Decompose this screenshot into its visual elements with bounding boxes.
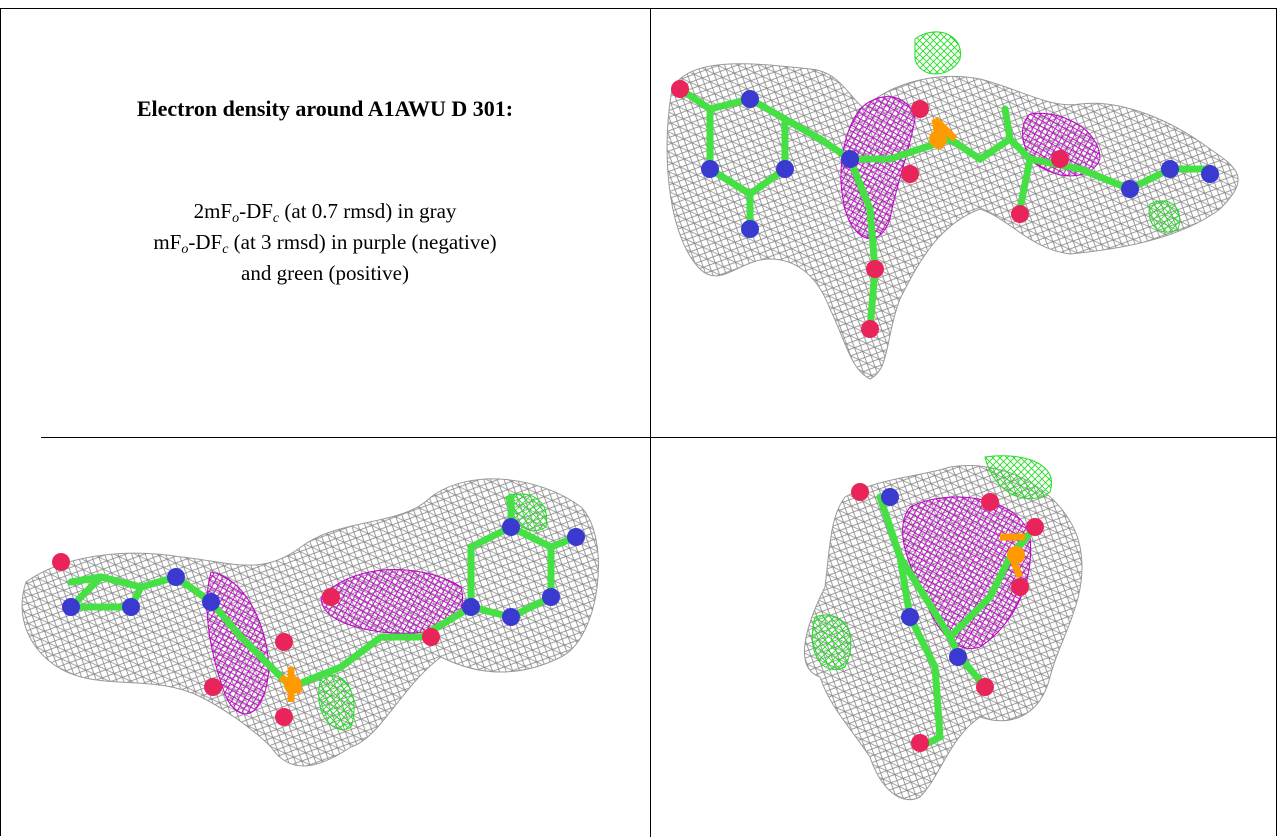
caption-text: mF bbox=[153, 230, 181, 254]
caption-line: 2mFo-DFc (at 0.7 rmsd) in gray bbox=[0, 196, 650, 227]
density-image bbox=[1, 437, 648, 835]
caption-text: (at 0.7 rmsd) in gray bbox=[279, 199, 456, 223]
page: {"title": "Electron density around A1AWU… bbox=[0, 0, 1278, 837]
density-image bbox=[650, 9, 1277, 436]
density-image bbox=[650, 437, 1277, 835]
caption-text: and green (positive) bbox=[241, 261, 409, 285]
caption-text: -DF bbox=[239, 199, 273, 223]
caption-text: 2mF bbox=[194, 199, 233, 223]
cell-title: Electron density around A1AWU D 301: bbox=[0, 96, 650, 122]
caption-text: (at 3 rmsd) in purple (negative) bbox=[228, 230, 496, 254]
caption-line: mFo-DFc (at 3 rmsd) in purple (negative) bbox=[0, 227, 650, 258]
caption-line: and green (positive) bbox=[0, 258, 650, 289]
caption-text: -DF bbox=[188, 230, 222, 254]
